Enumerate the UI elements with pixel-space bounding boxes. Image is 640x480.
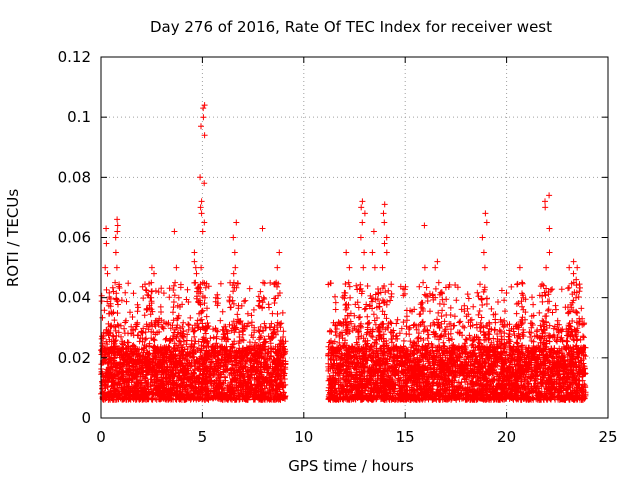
burst-points xyxy=(539,192,556,339)
burst-points xyxy=(170,228,184,344)
burst-points xyxy=(341,249,354,344)
baseline-points xyxy=(98,279,589,403)
x-tick-label: 15 xyxy=(396,428,415,446)
burst-points xyxy=(567,264,583,343)
chart-title: Day 276 of 2016, Rate Of TEC Index for r… xyxy=(150,18,552,36)
y-tick-label: 0.02 xyxy=(58,349,91,367)
burst-points xyxy=(513,264,529,340)
burst-points xyxy=(194,102,211,345)
y-tick-label: 0.12 xyxy=(58,48,91,66)
data-points xyxy=(98,102,589,403)
burst-points xyxy=(227,219,242,345)
y-tick-label: 0 xyxy=(81,409,91,427)
burst-points xyxy=(269,249,284,344)
burst-points xyxy=(415,222,430,345)
x-tick-label: 25 xyxy=(598,428,617,446)
x-axis-label: GPS time / hours xyxy=(288,457,414,475)
burst-points xyxy=(476,210,491,338)
x-tick-label: 20 xyxy=(497,428,516,446)
burst-points xyxy=(109,216,123,345)
x-tick-label: 5 xyxy=(198,428,208,446)
y-axis-label: ROTI / TECUs xyxy=(4,189,22,287)
burst-points xyxy=(188,249,204,345)
y-tick-label: 0.06 xyxy=(58,229,91,247)
x-tick-label: 0 xyxy=(96,428,106,446)
burst-points xyxy=(377,201,392,345)
burst-points xyxy=(143,264,159,329)
y-tick-label: 0.08 xyxy=(58,168,91,186)
axis-ticks: 0 5 10 15 20 25 0 0.02 0.04 0.06 0.08 0.1 0.12 xyxy=(58,48,618,446)
burst-points xyxy=(99,225,115,343)
burst-points xyxy=(355,198,371,345)
burst-points xyxy=(255,225,269,346)
y-tick-label: 0.1 xyxy=(67,108,91,126)
burst-points xyxy=(430,258,446,339)
x-tick-label: 10 xyxy=(294,428,313,446)
burst-points xyxy=(564,258,580,345)
burst-points xyxy=(367,228,383,346)
y-tick-label: 0.04 xyxy=(58,289,91,307)
